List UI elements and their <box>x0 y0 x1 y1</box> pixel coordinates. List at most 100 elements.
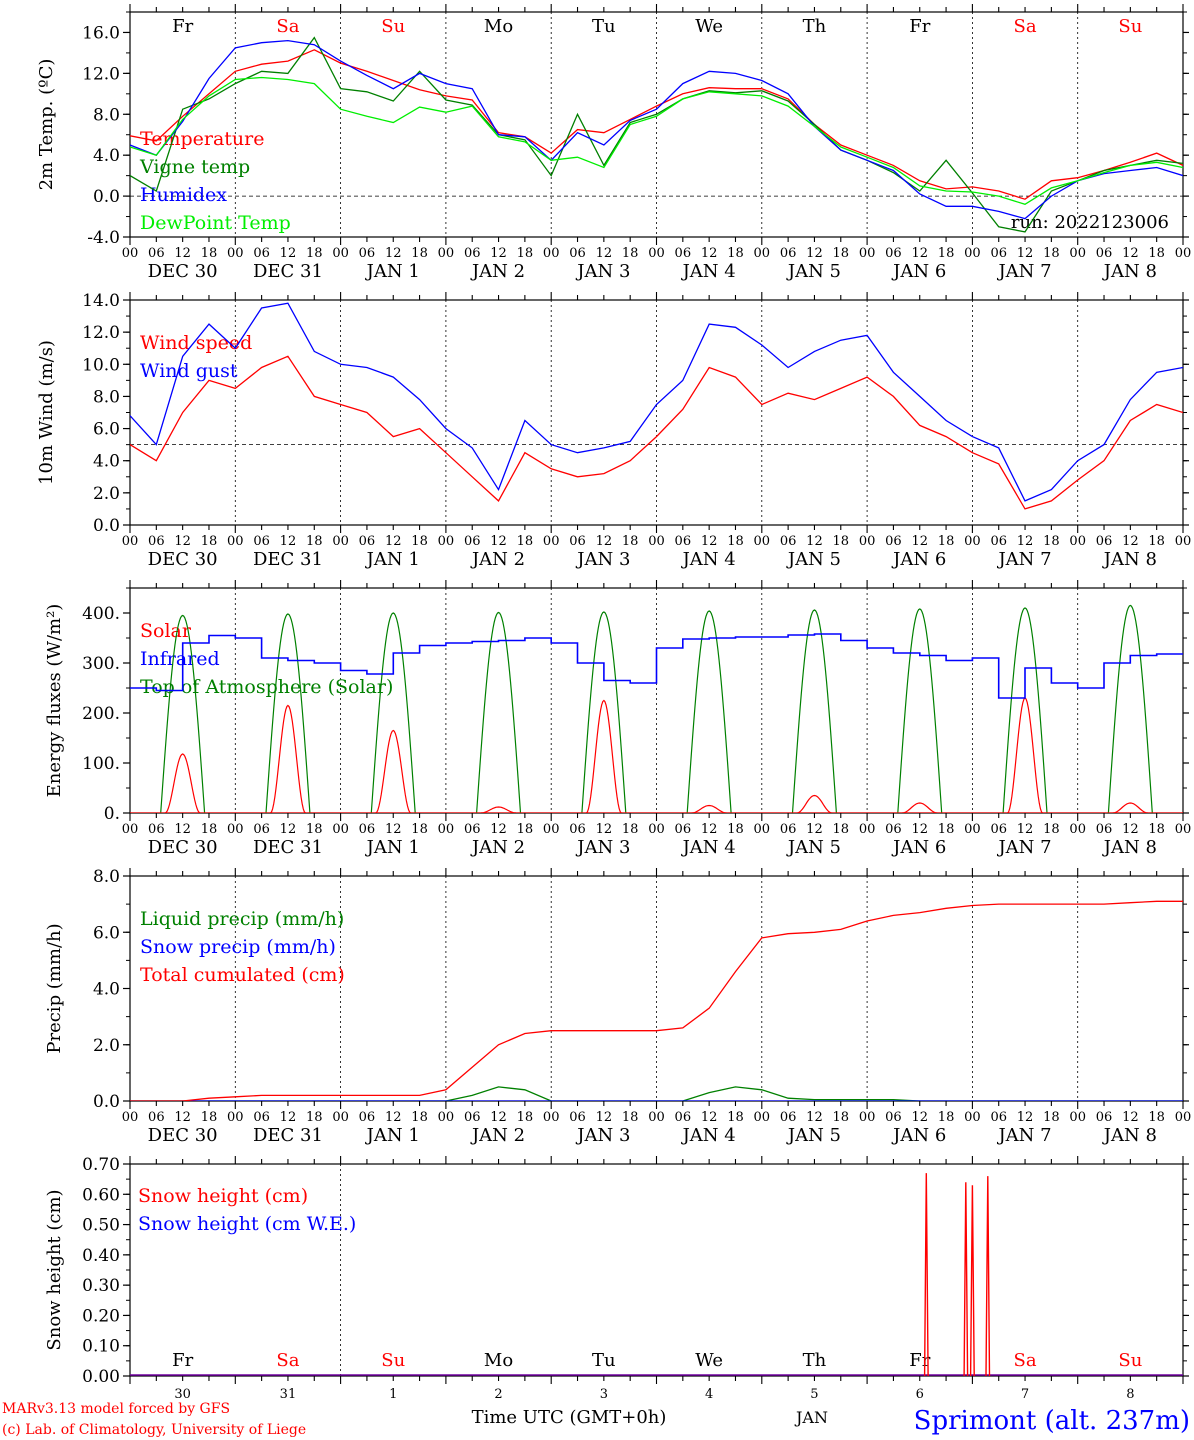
x-hour-label: 18 <box>1148 822 1165 837</box>
x-hour-label: 18 <box>411 822 428 837</box>
x-date-label: JAN 3 <box>575 261 630 282</box>
x-hour-label: 06 <box>253 822 270 837</box>
x-hour-label: 00 <box>1069 246 1086 261</box>
y-tick-label: 0. <box>104 804 120 824</box>
legend-entry: Snow height (cm W.E.) <box>138 1213 356 1235</box>
y-tick-label: -4.0 <box>87 228 120 248</box>
series-liquid-precip-mm-h- <box>130 1086 1183 1101</box>
y-tick-label: 0.0 <box>93 1092 120 1112</box>
x-hour-label: 18 <box>622 1110 639 1125</box>
x-hour-label: 12 <box>806 246 823 261</box>
x-date-label: JAN 1 <box>365 549 420 570</box>
x-hour-label: 18 <box>727 1110 744 1125</box>
y-tick-label: 300. <box>82 654 120 674</box>
x-date-label: JAN 7 <box>996 1125 1051 1146</box>
station-label: Sprimont (alt. 237m) <box>914 1406 1190 1436</box>
x-hour-label: 00 <box>227 1110 244 1125</box>
x-hour-label: 18 <box>201 246 218 261</box>
day-number-label: 30 <box>174 1387 191 1402</box>
weekday-label: Sa <box>1014 1350 1037 1371</box>
x-hour-label: 18 <box>727 822 744 837</box>
x-hour-label: 12 <box>1122 534 1139 549</box>
x-date-label: JAN 3 <box>575 1125 630 1146</box>
x-hour-label: 06 <box>148 1110 165 1125</box>
x-hour-label: 18 <box>833 822 850 837</box>
x-hour-label: 12 <box>385 822 402 837</box>
x-hour-label: 12 <box>385 534 402 549</box>
legend-entry: Humidex <box>140 184 227 206</box>
x-hour-label: 00 <box>543 822 560 837</box>
x-hour-label: 12 <box>490 534 507 549</box>
x-date-label: JAN 7 <box>996 261 1051 282</box>
x-hour-label: 12 <box>1017 246 1034 261</box>
y-tick-label: 12.0 <box>82 64 120 84</box>
x-date-label: JAN 7 <box>996 549 1051 570</box>
x-date-label: DEC 31 <box>253 1125 323 1146</box>
x-hour-label: 06 <box>359 1110 376 1125</box>
toa-solar-day <box>1107 604 1153 813</box>
x-hour-label: 00 <box>859 246 876 261</box>
x-hour-label: 06 <box>675 534 692 549</box>
x-hour-label: 18 <box>727 246 744 261</box>
x-hour-label: 12 <box>911 534 928 549</box>
x-date-label: JAN 5 <box>786 261 841 282</box>
x-hour-label: 06 <box>253 246 270 261</box>
y-axis-label: Energy fluxes (W/m²) <box>44 604 65 798</box>
x-hour-label: 12 <box>385 246 402 261</box>
x-hour-label: 12 <box>1017 534 1034 549</box>
x-hour-label: 00 <box>648 246 665 261</box>
x-hour-label: 06 <box>1096 1110 1113 1125</box>
x-hour-label: 12 <box>490 1110 507 1125</box>
x-hour-label: 00 <box>543 246 560 261</box>
data-layer <box>130 302 1183 510</box>
x-hour-label: 18 <box>622 534 639 549</box>
x-hour-label: 18 <box>1043 1110 1060 1125</box>
day-number-label: 8 <box>1126 1387 1134 1402</box>
series-infrared <box>130 633 1183 699</box>
x-hour-label: 06 <box>1096 534 1113 549</box>
weekday-label: Sa <box>276 1350 299 1371</box>
x-hour-label: 00 <box>122 246 139 261</box>
data-layer <box>130 36 1183 233</box>
x-hour-label: 00 <box>1175 534 1192 549</box>
x-hour-label: 00 <box>859 1110 876 1125</box>
y-tick-label: 100. <box>82 754 120 774</box>
x-hour-label: 06 <box>464 1110 481 1125</box>
x-hour-label: 12 <box>174 246 191 261</box>
x-hour-label: 12 <box>1017 822 1034 837</box>
day-number-label: 3 <box>600 1387 608 1402</box>
x-date-label: JAN 4 <box>681 1125 736 1146</box>
x-hour-label: 00 <box>1069 822 1086 837</box>
snow-spike <box>923 1173 929 1376</box>
x-hour-label: 06 <box>885 246 902 261</box>
day-number-label: 4 <box>705 1387 713 1402</box>
legend-entry: Snow height (cm) <box>138 1185 308 1207</box>
x-hour-label: 06 <box>148 822 165 837</box>
solar-day <box>480 806 517 813</box>
x-date-label: JAN 7 <box>996 837 1051 858</box>
x-hour-label: 06 <box>464 246 481 261</box>
toa-solar-day <box>897 608 943 813</box>
y-tick-label: 0.30 <box>82 1276 120 1296</box>
x-date-label: DEC 30 <box>148 549 218 570</box>
x-date-label: JAN 3 <box>575 549 630 570</box>
x-date-label: JAN 3 <box>575 837 630 858</box>
x-axis-label: Time UTC (GMT+0h) <box>472 1407 667 1428</box>
x-hour-label: 18 <box>938 534 955 549</box>
month-label: JAN <box>794 1408 828 1427</box>
y-tick-label: 10.0 <box>82 355 120 375</box>
toa-solar-day <box>265 613 311 813</box>
toa-solar-day <box>160 614 206 813</box>
x-hour-label: 06 <box>359 822 376 837</box>
x-hour-label: 12 <box>596 1110 613 1125</box>
x-hour-label: 06 <box>569 534 586 549</box>
credit-line-1: MARv3.13 model forced by GFS <box>2 1401 230 1417</box>
x-hour-label: 06 <box>359 246 376 261</box>
x-hour-label: 18 <box>411 246 428 261</box>
toa-solar-day <box>791 609 837 813</box>
x-hour-label: 12 <box>280 246 297 261</box>
x-date-label: JAN 8 <box>1102 837 1157 858</box>
x-date-label: JAN 6 <box>891 261 946 282</box>
x-hour-label: 00 <box>1175 822 1192 837</box>
panel-temp: -4.0 0.0 4.0 8.0 12.0 16.0 2m Temp. (ºC) 00 06 12… <box>36 4 1191 282</box>
